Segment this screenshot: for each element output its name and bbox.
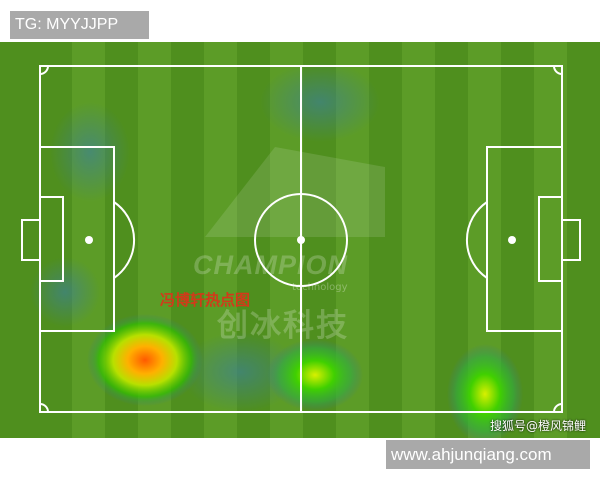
watermark-logo-shape — [205, 147, 385, 237]
watermark-subtitle: technology — [292, 282, 348, 293]
url-label: www.ahjunqiang.com — [386, 440, 590, 469]
heatmap-title: 冯博轩热点图 — [160, 291, 251, 309]
pitch-lines — [21, 65, 581, 413]
heat-blobs — [30, 62, 523, 438]
watermark-chinese: 创冰科技 — [217, 308, 349, 344]
football-pitch-heatmap — [0, 42, 600, 438]
watermark-logo-text: CHAMPION — [193, 250, 348, 280]
credit-text: 搜狐号@橙风锦鲤 — [490, 419, 587, 433]
tg-label: TG: MYYJJPP — [10, 11, 149, 39]
